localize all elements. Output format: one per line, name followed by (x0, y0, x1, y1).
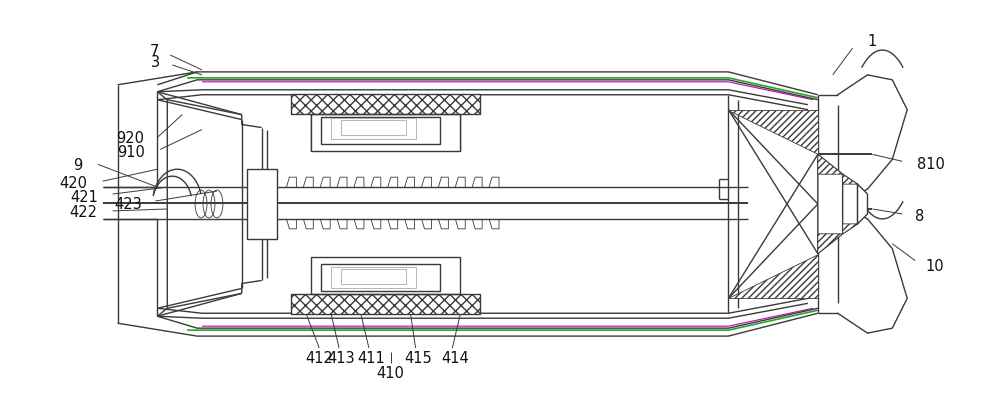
Bar (291, 94, 480, 115)
Text: 410: 410 (377, 366, 405, 380)
Bar (311, 257, 460, 294)
Text: 423: 423 (115, 197, 142, 212)
Polygon shape (843, 224, 858, 234)
Polygon shape (818, 155, 843, 175)
Bar (311, 115, 460, 152)
Text: 9: 9 (74, 157, 83, 172)
Text: 421: 421 (70, 189, 98, 204)
Text: 8: 8 (915, 209, 924, 224)
Bar (341, 269, 406, 285)
Polygon shape (818, 234, 843, 254)
Bar (321, 117, 440, 145)
Text: 411: 411 (357, 351, 385, 366)
Polygon shape (728, 254, 818, 299)
Text: 1: 1 (867, 34, 877, 49)
Polygon shape (843, 175, 858, 185)
Text: 7: 7 (150, 43, 159, 58)
Polygon shape (858, 185, 867, 224)
Polygon shape (843, 175, 858, 234)
Text: 920: 920 (116, 130, 144, 146)
Polygon shape (291, 294, 480, 315)
Text: 3: 3 (151, 55, 160, 70)
Polygon shape (818, 155, 843, 254)
Text: 414: 414 (441, 351, 469, 366)
Bar (331, 118, 416, 140)
Bar (321, 264, 440, 292)
Text: 422: 422 (70, 205, 98, 220)
Text: 810: 810 (917, 156, 945, 171)
Text: 412: 412 (305, 351, 333, 366)
Text: 413: 413 (327, 351, 355, 366)
Text: 10: 10 (925, 258, 944, 273)
Bar (331, 267, 416, 289)
Bar (247, 170, 277, 239)
Polygon shape (291, 94, 480, 115)
Polygon shape (728, 110, 818, 155)
Text: 420: 420 (60, 175, 88, 190)
Text: 415: 415 (405, 351, 432, 366)
Bar (291, 294, 480, 315)
Bar (341, 120, 406, 136)
Text: 910: 910 (118, 144, 145, 160)
